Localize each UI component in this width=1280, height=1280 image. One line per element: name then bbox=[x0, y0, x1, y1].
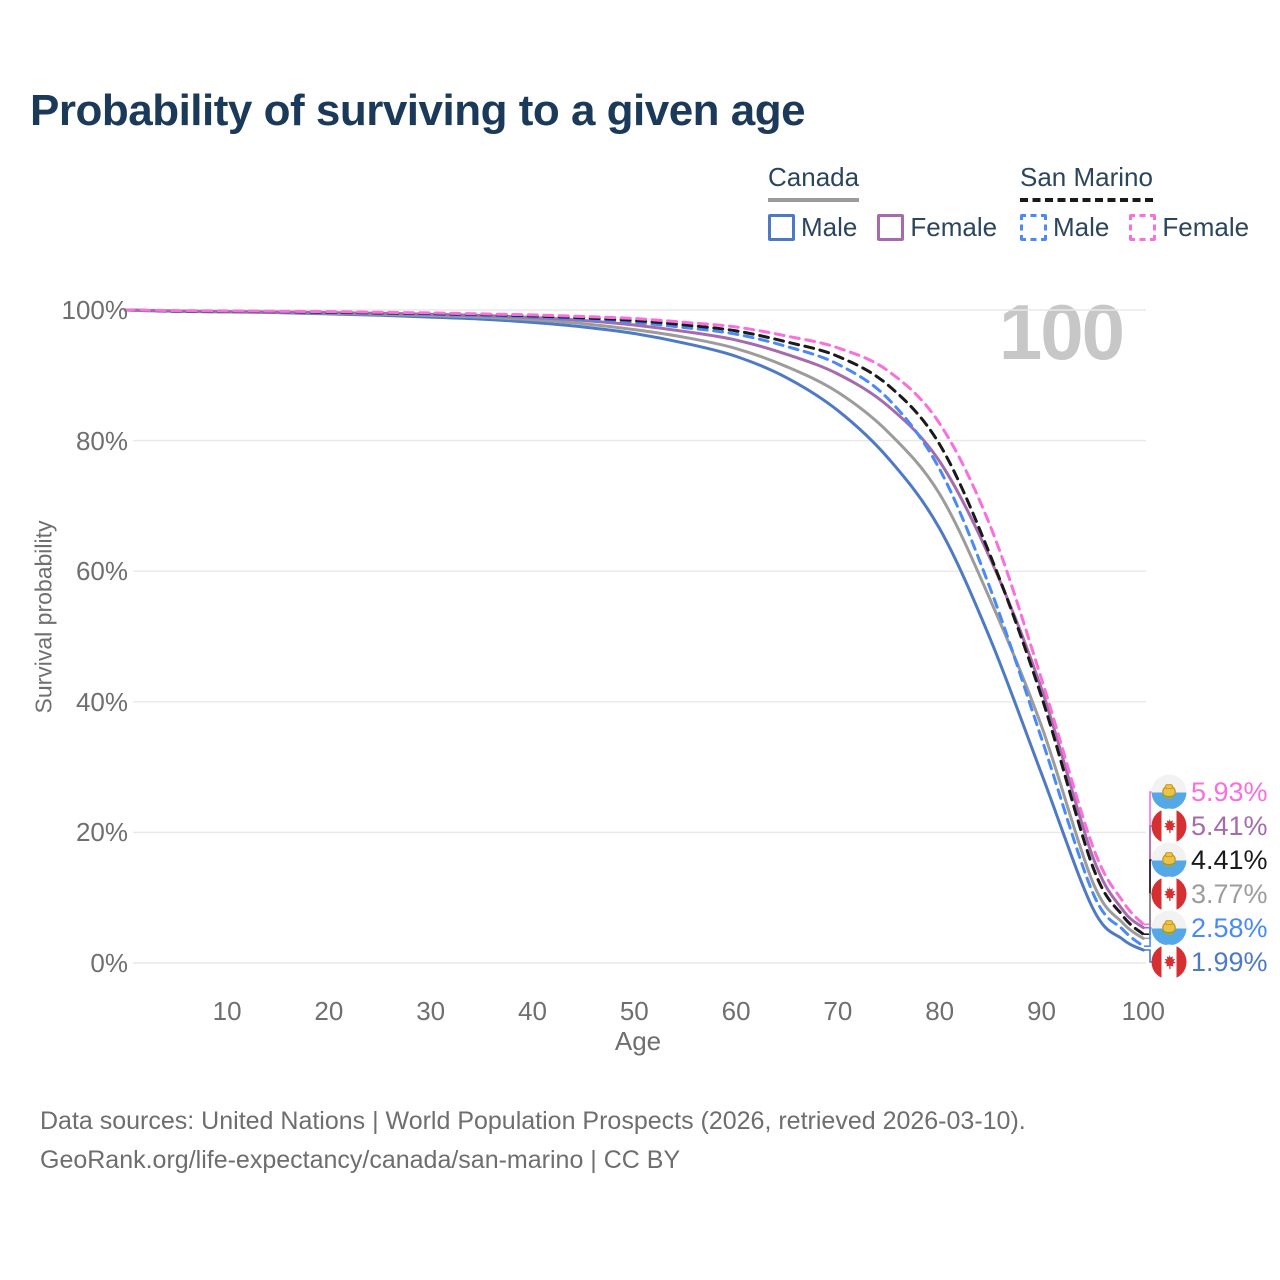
page-title: Probability of surviving to a given age bbox=[30, 86, 806, 135]
y-tick-40: 40% bbox=[75, 686, 128, 717]
legend-item-canada-female[interactable]: Female bbox=[877, 212, 997, 243]
legend-item-san-marino-male[interactable]: Male bbox=[1020, 212, 1109, 243]
legend-items-san-marino: Male Female bbox=[1020, 212, 1249, 243]
footer-data-sources: Data sources: United Nations | World Pop… bbox=[40, 1107, 1026, 1135]
legend-items-canada: Male Female bbox=[768, 212, 997, 243]
san-marino-flag-icon bbox=[1151, 774, 1187, 810]
end-value: 1.99% bbox=[1191, 946, 1268, 977]
canada-flag-icon bbox=[1151, 808, 1187, 844]
x-tick-40: 40 bbox=[518, 996, 547, 1026]
x-tick-50: 50 bbox=[619, 996, 649, 1026]
legend-label-canada-male: Male bbox=[801, 212, 858, 242]
y-axis-title: Survival probability bbox=[30, 520, 57, 714]
y-tick-20: 20% bbox=[75, 817, 128, 848]
end-label-canada-both-sexes: 3.77% bbox=[1151, 876, 1268, 912]
legend-item-canada-male[interactable]: Male bbox=[768, 212, 857, 243]
x-tick-80: 80 bbox=[925, 996, 955, 1026]
legend-label-canada-female: Female bbox=[910, 212, 998, 242]
end-label-canada-male: 1.99% bbox=[1151, 944, 1268, 980]
age-watermark: 100 bbox=[998, 288, 1125, 376]
canada-flag-icon bbox=[1151, 876, 1187, 912]
end-label-canada-female: 5.41% bbox=[1151, 808, 1268, 844]
legend-header-san-marino[interactable]: San Marino bbox=[1020, 162, 1153, 202]
end-value: 5.93% bbox=[1191, 776, 1268, 807]
curve-canada-both-sexes bbox=[123, 308, 1145, 940]
end-label-san-marino-male: 2.58% bbox=[1151, 910, 1268, 946]
end-label-san-marino-female: 5.93% bbox=[1151, 774, 1268, 810]
x-tick-90: 90 bbox=[1027, 996, 1056, 1026]
y-tick-60: 60% bbox=[75, 556, 128, 587]
y-tick-0: 0% bbox=[90, 948, 128, 978]
canada-female-swatch-icon bbox=[877, 214, 905, 241]
legend-label-san-marino-male: Male bbox=[1053, 212, 1110, 242]
san-marino-male-swatch-icon bbox=[1020, 214, 1047, 241]
x-tick-70: 70 bbox=[823, 996, 853, 1026]
san-marino-female-swatch-icon bbox=[1129, 214, 1157, 241]
x-tick-30: 30 bbox=[416, 996, 446, 1026]
x-tick-20: 20 bbox=[314, 996, 344, 1026]
x-tick-60: 60 bbox=[721, 996, 751, 1026]
canada-flag-icon bbox=[1151, 944, 1187, 980]
end-value: 5.41% bbox=[1191, 810, 1268, 841]
x-axis-title: Age bbox=[614, 1026, 662, 1056]
curve-san-marino-male bbox=[123, 308, 1145, 948]
legend-group-san-marino: San Marino Male Female bbox=[1020, 162, 1249, 243]
x-tick-10: 10 bbox=[212, 996, 242, 1026]
end-value: 2.58% bbox=[1191, 912, 1268, 943]
y-tick-80: 80% bbox=[75, 425, 128, 456]
legend-group-canada: Canada Male Female bbox=[768, 162, 997, 243]
curve-san-marino-female bbox=[123, 308, 1145, 926]
legend-header-canada[interactable]: Canada bbox=[768, 162, 860, 202]
curve-san-marino-both-sexes bbox=[123, 308, 1145, 936]
legend-item-san-marino-female[interactable]: Female bbox=[1129, 212, 1249, 243]
footer-attribution: GeoRank.org/life-expectancy/canada/san-m… bbox=[40, 1146, 681, 1174]
end-value: 3.77% bbox=[1191, 878, 1268, 909]
end-value: 4.41% bbox=[1191, 844, 1268, 875]
curve-canada-female bbox=[123, 308, 1145, 930]
x-tick-100: 100 bbox=[1121, 996, 1165, 1026]
footer: Data sources: United Nations | World Pop… bbox=[40, 1102, 1026, 1180]
y-tick-100: 100% bbox=[61, 295, 129, 325]
end-label-san-marino-both-sexes: 4.41% bbox=[1151, 842, 1268, 878]
curve-canada-male bbox=[123, 308, 1145, 952]
san-marino-flag-icon bbox=[1151, 910, 1187, 946]
legend-label-san-marino-female: Female bbox=[1162, 212, 1250, 242]
san-marino-flag-icon bbox=[1151, 842, 1187, 878]
canada-male-swatch-icon bbox=[768, 214, 795, 241]
